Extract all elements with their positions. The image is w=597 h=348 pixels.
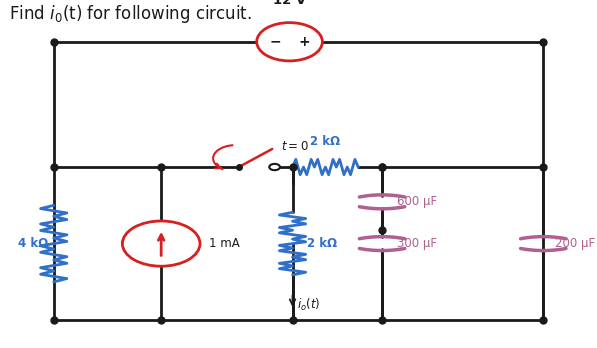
Circle shape bbox=[257, 23, 322, 61]
Text: 200 μF: 200 μF bbox=[555, 237, 595, 250]
Text: $t = 0$: $t = 0$ bbox=[281, 140, 308, 153]
Text: 1 mA: 1 mA bbox=[209, 237, 240, 250]
Text: Find $i_0$(t) for following circuit.: Find $i_0$(t) for following circuit. bbox=[9, 3, 252, 25]
Text: $i_o(t)$: $i_o(t)$ bbox=[297, 297, 321, 313]
Text: +: + bbox=[298, 35, 310, 49]
Text: 2 kΩ: 2 kΩ bbox=[310, 135, 340, 148]
Text: 2 kΩ: 2 kΩ bbox=[307, 237, 337, 250]
Text: 300 μF: 300 μF bbox=[397, 237, 437, 250]
Text: −: − bbox=[270, 35, 282, 49]
Circle shape bbox=[122, 221, 200, 266]
Text: 600 μF: 600 μF bbox=[397, 195, 437, 208]
Circle shape bbox=[269, 164, 280, 170]
Text: 12 V: 12 V bbox=[273, 0, 306, 7]
Text: 4 kΩ: 4 kΩ bbox=[17, 237, 48, 250]
